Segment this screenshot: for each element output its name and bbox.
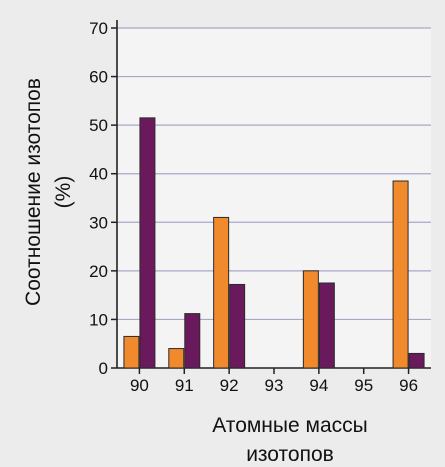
bar-series-2	[139, 117, 156, 369]
x-axis-title: Атомные массы изотопов	[212, 414, 367, 466]
x-tick-label: 96	[399, 376, 418, 395]
y-tick-label: 40	[89, 165, 108, 184]
y-tick-label: 0	[99, 359, 108, 378]
bar-series-1	[213, 216, 230, 369]
x-axis-title-line-1: Атомные массы	[212, 414, 367, 437]
bar-series-2	[408, 352, 425, 369]
y-axis-title-line-2: (%)	[52, 176, 75, 209]
y-tick-label: 50	[89, 116, 108, 135]
bar-series-1	[123, 335, 140, 369]
y-axis-title-line-1: Соотношение изотопов	[22, 78, 45, 306]
y-tick-label: 70	[89, 19, 108, 38]
bar-series-2	[318, 282, 335, 369]
bar-series-1	[168, 348, 185, 369]
bar-series-1	[302, 270, 319, 369]
bar-series-1	[392, 180, 409, 369]
y-axis-title: Соотношение изотопов (%)	[22, 78, 75, 306]
bar-series-2	[229, 283, 246, 369]
x-tick-label: 91	[175, 376, 194, 395]
plot-background	[117, 28, 431, 368]
y-tick-label: 30	[89, 213, 108, 232]
y-tick-label: 20	[89, 262, 108, 281]
x-tick-label: 93	[265, 376, 284, 395]
bar-series-2	[184, 313, 201, 369]
x-tick-label: 95	[354, 376, 373, 395]
x-axis-title-line-2: изотопов	[246, 443, 334, 466]
plot-area: 0 10 20 30 40 50 60 70 90 91 92 93 94 95 96	[89, 19, 431, 395]
y-tick-label: 10	[89, 310, 108, 329]
x-tick-label: 90	[130, 376, 149, 395]
x-tick-label: 94	[309, 376, 328, 395]
x-tick-label: 92	[220, 376, 239, 395]
y-tick-label: 60	[89, 68, 108, 87]
